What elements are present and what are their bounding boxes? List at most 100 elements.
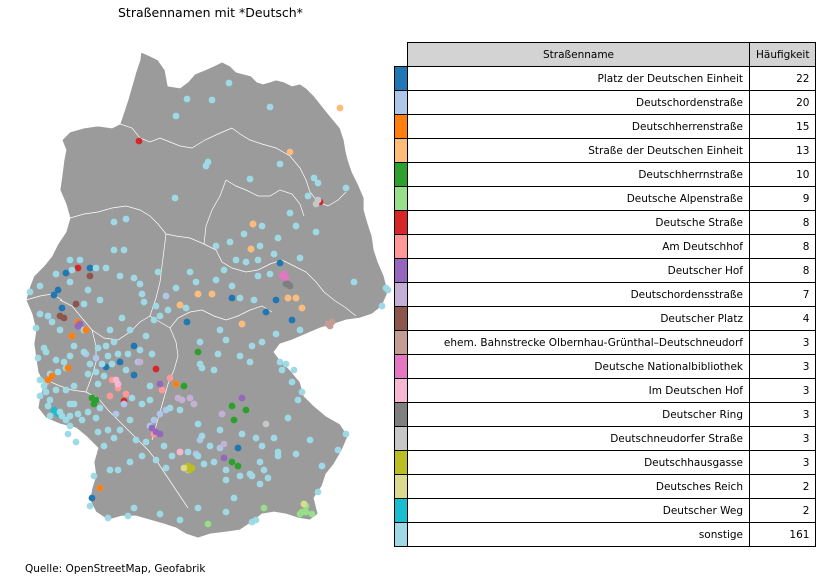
table-row: sonstige 161 (394, 522, 817, 547)
street-point (212, 242, 220, 250)
table-row: Platz der Deutschen Einheit 22 (394, 66, 817, 91)
street-point (326, 322, 334, 330)
street-point (318, 462, 326, 470)
street-point (66, 400, 74, 408)
street-point (228, 282, 236, 290)
frequency-cell: 7 (748, 282, 817, 307)
street-point (122, 366, 130, 374)
street-point (194, 348, 202, 356)
street-point (122, 215, 130, 223)
street-point (236, 294, 244, 302)
frequency-cell: 13 (748, 138, 817, 163)
street-name-cell: Platz der Deutschen Einheit (407, 66, 750, 91)
street-point (36, 376, 44, 384)
street-point (290, 366, 298, 374)
table-row: Deutscher Platz 4 (394, 306, 817, 331)
frequency-cell: 2 (748, 474, 817, 499)
street-point (142, 438, 150, 446)
street-point (84, 370, 92, 378)
street-point (210, 458, 218, 466)
street-point (314, 196, 322, 204)
street-point (162, 464, 170, 472)
street-point (274, 234, 282, 242)
street-point (120, 246, 128, 254)
street-point (308, 510, 316, 518)
street-point (26, 288, 34, 296)
street-point (208, 290, 216, 298)
street-point (206, 442, 214, 450)
street-point (40, 382, 48, 390)
color-swatch (394, 474, 408, 499)
frequency-cell: 3 (748, 426, 817, 451)
street-point (250, 296, 258, 304)
street-name-cell: Im Deutschen Hof (407, 378, 750, 403)
street-point (36, 310, 44, 318)
street-name-cell: Deutschneudorfer Straße (407, 426, 750, 451)
street-point (112, 376, 120, 384)
table-row: Deutsche Alpenstraße 9 (394, 186, 817, 211)
street-point (204, 520, 212, 528)
street-point (66, 352, 74, 360)
street-point (96, 404, 104, 412)
frequency-cell: 3 (748, 330, 817, 355)
street-point (80, 348, 88, 356)
street-point (98, 360, 106, 368)
table-row: Deutschherrenstraße 15 (394, 114, 817, 139)
street-point (114, 350, 122, 358)
street-point (258, 338, 266, 346)
street-point (288, 378, 296, 386)
street-point (286, 209, 294, 217)
street-point (64, 364, 72, 372)
street-point (304, 192, 312, 200)
table-row: Deutscher Hof 8 (394, 258, 817, 283)
street-point (342, 430, 350, 438)
street-point (334, 446, 342, 454)
street-point (282, 360, 290, 368)
street-point (176, 516, 184, 524)
street-point (58, 304, 66, 312)
table-row: Deutschordensstraße 7 (394, 282, 817, 307)
street-name-cell: Deutschordenstraße (407, 90, 750, 115)
street-point (238, 394, 246, 402)
table-row: Deutschhausgasse 3 (394, 450, 817, 475)
street-point (42, 348, 50, 356)
street-point (220, 266, 228, 274)
street-point (80, 300, 88, 308)
street-point (86, 272, 94, 280)
street-point (226, 238, 234, 246)
street-point (172, 380, 180, 388)
street-point (184, 448, 192, 456)
street-point (150, 416, 158, 424)
street-point (266, 270, 274, 278)
street-point (194, 420, 202, 428)
street-point (124, 350, 132, 358)
street-point (212, 276, 220, 284)
street-point (62, 386, 70, 394)
street-point (82, 326, 90, 334)
street-point (171, 194, 179, 202)
frequency-cell: 9 (748, 186, 817, 211)
table-row: Deutscher Weg 2 (394, 498, 817, 523)
street-point (58, 412, 66, 420)
color-swatch (394, 66, 408, 91)
street-point (76, 320, 84, 328)
street-point (266, 103, 274, 111)
street-point (92, 354, 100, 362)
street-point (256, 242, 264, 250)
street-point (238, 430, 246, 438)
street-point (254, 272, 262, 280)
street-point (262, 308, 270, 316)
street-point (124, 512, 132, 520)
street-point (186, 268, 194, 276)
color-swatch (394, 402, 408, 427)
street-name-cell: Deutschherrnstraße (407, 162, 750, 187)
street-point (242, 406, 250, 414)
street-point (152, 302, 160, 310)
color-swatch (394, 162, 408, 187)
street-point (46, 412, 54, 420)
street-point (164, 306, 172, 314)
street-point (90, 472, 98, 480)
street-point (310, 174, 318, 182)
street-point (44, 402, 52, 410)
street-point (140, 298, 148, 306)
